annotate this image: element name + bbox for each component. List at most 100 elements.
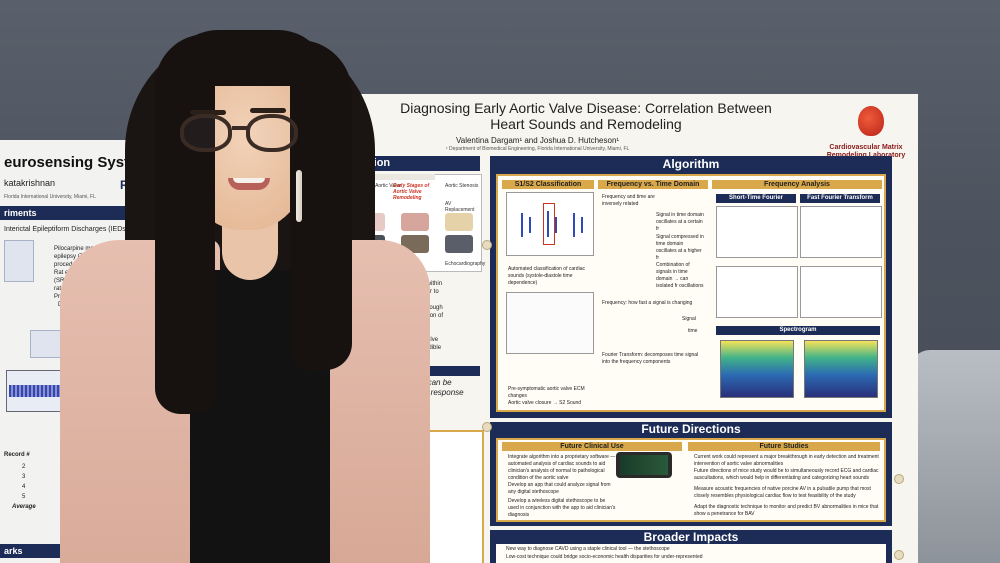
lab-logo-text: Cardiovascular Matrix Remodeling Laborat… xyxy=(827,144,906,159)
valve-image xyxy=(445,213,473,231)
intro-line: es (S2 sound) xyxy=(378,353,416,359)
left-poster-graph xyxy=(6,370,74,412)
algorithm-header: Algorithm xyxy=(662,157,720,171)
poster-title: Diagnosing Early Aortic Valve Disease: C… xyxy=(336,100,836,132)
valve-image xyxy=(401,213,429,231)
intro-line: elastin and GAGs within xyxy=(378,281,443,287)
intro-line: tissue vibration xyxy=(378,321,419,327)
progression-label: CAVD Progression xyxy=(325,174,435,180)
chair xyxy=(910,350,1000,563)
s1s2-header: S1/S2 Classification xyxy=(502,180,594,189)
poster-title-line: Heart Sounds and Remodeling xyxy=(490,116,682,132)
intro-note-line: sound) response xyxy=(404,388,464,397)
introduction-text: elastin and GAGs within e vocal folds, s… xyxy=(378,280,443,368)
intro-line: o AV, control voice xyxy=(378,297,427,303)
heart-logo-icon xyxy=(858,106,884,136)
poster-title-line: Diagnosing Early Aortic Valve Disease: C… xyxy=(400,100,772,116)
combination-text: Combination of signals in time domain → … xyxy=(656,262,704,289)
left-poster: eurosensing System katakrishnan Florida … xyxy=(0,140,182,563)
pushpin xyxy=(894,474,904,484)
fourier-definition: Fourier Transform: decomposes time signa… xyxy=(602,352,699,365)
fft-plot xyxy=(800,206,882,258)
row-echo: Echocardiography xyxy=(445,261,486,267)
fft-plot-2 xyxy=(800,266,882,318)
broader-impacts-section: Broader Impacts New way to diagnose CAVD… xyxy=(490,530,892,563)
spectrogram-header: Spectrogram xyxy=(716,326,880,335)
frequency-definition: Frequency: how fast a signal is changing xyxy=(602,300,693,306)
valve-image xyxy=(357,213,385,231)
impact-item: Low-cost technique could bridge socio-ec… xyxy=(506,554,703,560)
future-directions-panel: Future Clinical Use Future Studies Integ… xyxy=(496,438,886,522)
stft-plot xyxy=(716,206,798,258)
fragment-line: ering xyxy=(308,108,333,120)
future-studies-header: Future Studies xyxy=(688,442,880,451)
left-poster-text: epilepsy (TLE) and xyxy=(54,254,105,260)
main-poster: ering puting Diagnosing Early Aortic Val… xyxy=(305,94,918,563)
intro-note-line: deling can be xyxy=(404,378,452,387)
left-poster-text: Pilocarpine model used to induce xyxy=(54,246,143,252)
intro-line: equency ranges through xyxy=(378,305,443,311)
left-poster-text: Rat exhibiting xyxy=(54,270,91,276)
study-item: Current work could represent a major bre… xyxy=(694,454,879,467)
spectrogram-2 xyxy=(804,340,878,398)
left-poster-logo: RFCO xyxy=(120,178,154,192)
left-poster-text: rate) for IED a xyxy=(54,286,92,292)
presymptomatic-text: Pre-symptomatic aortic valve ECM changes xyxy=(508,386,585,399)
pushpin xyxy=(482,422,492,432)
pushpin xyxy=(482,240,492,250)
left-poster-table-cell: 5 xyxy=(22,494,26,500)
echo-image xyxy=(401,235,429,253)
introduction-header: Introduction xyxy=(320,156,480,171)
algorithm-panel: S1/S2 Classification Frequency vs. Time … xyxy=(496,174,886,412)
time-label: time xyxy=(688,328,698,334)
left-poster-table-cell: 4 xyxy=(22,484,26,490)
left-poster-table-cell: 2 xyxy=(22,464,26,470)
intro-sub-band xyxy=(378,366,480,376)
left-poster-author: katakrishnan xyxy=(4,178,56,188)
signal-label: Signal xyxy=(682,316,696,322)
s1s2-plot xyxy=(506,192,594,256)
left-poster-figure xyxy=(4,240,34,282)
broader-impacts-header: Broader Impacts xyxy=(643,530,739,544)
valve-closure-text: Aortic valve closure → S2 Sound xyxy=(508,400,582,406)
clinical-item: Develop an app that could analyze signal… xyxy=(508,482,611,495)
col-replacement: AV Replacement xyxy=(445,201,475,213)
left-poster-subtitle: Interictal Epileptiform Discharges (IEDs… xyxy=(4,226,129,233)
signal-compressed-text: Signal compressed in time domain oscilla… xyxy=(656,234,704,261)
intro-line: g atrioventricular valve xyxy=(378,337,439,343)
col-healthy: Healthy Aortic Valve xyxy=(357,183,402,189)
future-directions-section: Future Directions Future Clinical Use Fu… xyxy=(490,422,892,526)
echo-image xyxy=(357,235,385,253)
fft-header: Fast Fourier Transform xyxy=(800,194,880,203)
inverse-text: Frequency and time are inversely related xyxy=(602,194,655,207)
left-poster-title: eurosensing System xyxy=(4,154,151,171)
poster-affiliation: ¹ Department of Biomedical Engineering, … xyxy=(446,146,630,152)
poster-authors: Valentina Dargam¹ and Joshua D. Hutcheso… xyxy=(456,136,620,145)
broader-impacts-panel: New way to diagnose CAVD using a staple … xyxy=(496,544,886,563)
left-poster-text: Data were xyxy=(58,302,86,308)
left-poster-chart xyxy=(30,330,66,358)
freq-analysis-header: Frequency Analysis xyxy=(712,180,882,189)
left-poster-footer-band: arks xyxy=(0,544,180,558)
col-early: Early Stages of Aortic Valve Remodeling xyxy=(393,183,430,201)
stft-header: Short-Time Fourier Transform xyxy=(716,194,796,210)
intro-line: mechanical regulation of xyxy=(378,313,444,319)
col-stenosis: Aortic Stenosis xyxy=(445,183,479,189)
poster-left-fragment: ering puting xyxy=(308,108,338,132)
study-item: Adapt the diagnostic technique to monito… xyxy=(694,504,879,517)
study-item: Future directions of mice study would be… xyxy=(694,468,879,481)
row-sounds: Sounds xyxy=(323,199,340,205)
future-clinical-header: Future Clinical Use xyxy=(502,442,682,451)
fragment-line: puting xyxy=(308,120,338,132)
pushpin xyxy=(894,550,904,560)
intro-line: e vocal folds, similar to xyxy=(378,289,439,295)
study-item: Measure acoustic frequencies of native p… xyxy=(694,486,871,499)
row-association: Association xyxy=(393,261,422,267)
s1s2-text: Automated classification of cardiac soun… xyxy=(508,266,585,286)
signal-time-text: Signal in time domain oscillates at a ce… xyxy=(656,212,704,232)
pressure-plot xyxy=(506,292,594,354)
clinical-item: Develop a wireless digital stethoscope t… xyxy=(508,498,616,518)
cavd-progression-table: CAVD Progression Healthy Aortic Valve Ea… xyxy=(320,174,486,272)
intro-line: ations of AV leaflets xyxy=(378,329,431,335)
spectrogram-1 xyxy=(720,340,794,398)
